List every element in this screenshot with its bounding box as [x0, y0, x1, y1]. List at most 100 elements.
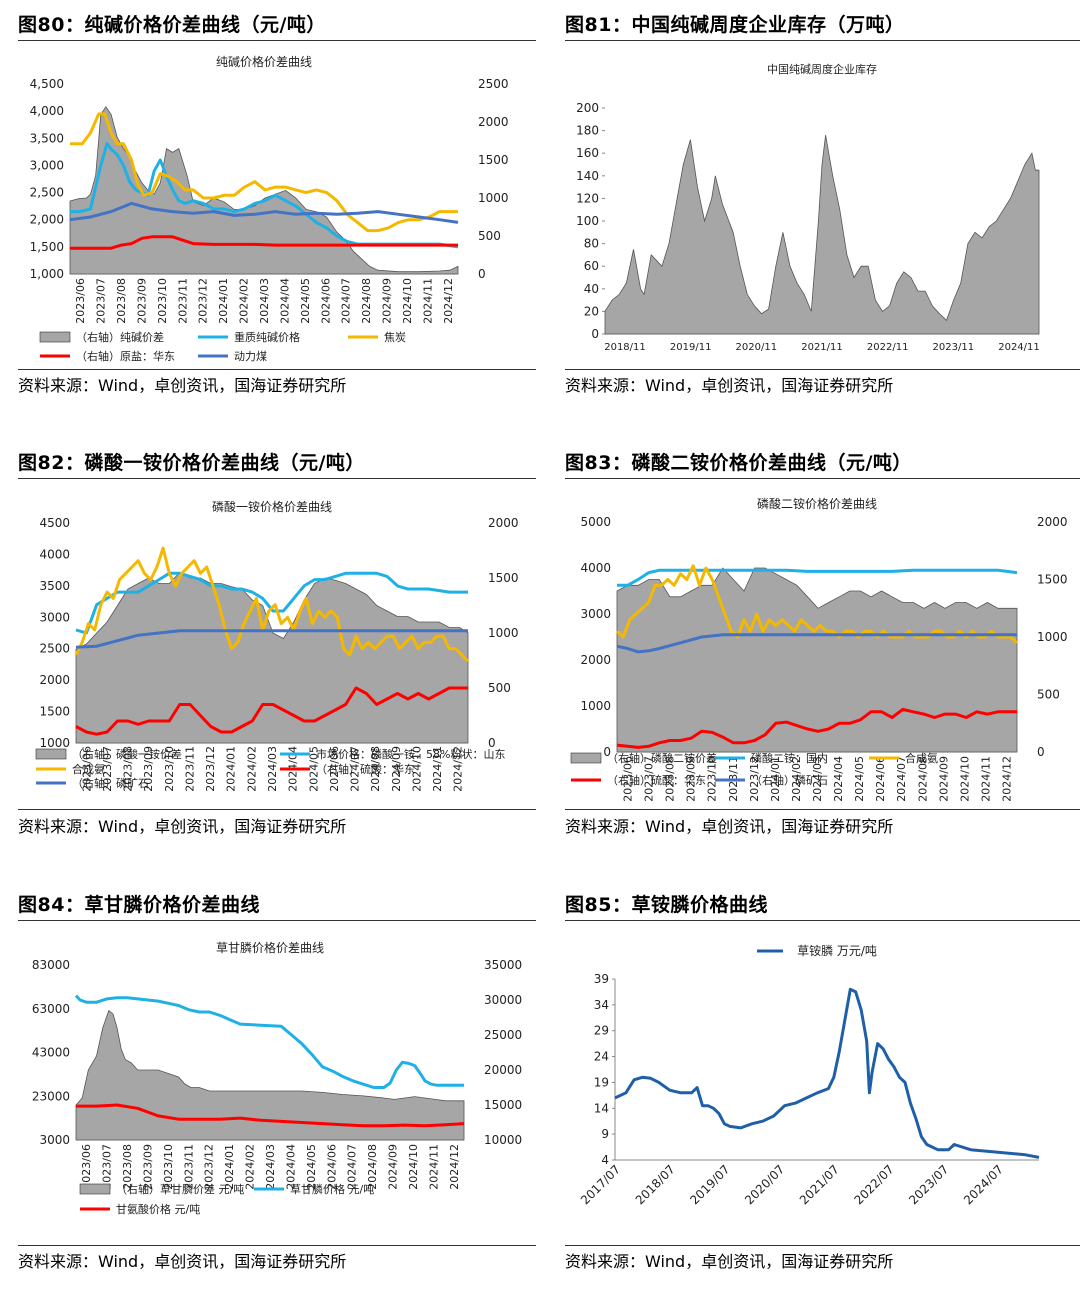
y-tick-label: 5000 — [580, 515, 611, 529]
line-series — [70, 142, 459, 249]
x-tick-label: 2024/11 — [979, 756, 992, 802]
y-tick-label: 3,000 — [30, 158, 64, 172]
x-tick-label: 2023/09 — [685, 756, 698, 802]
x-tick-label: 2024/06 — [325, 1144, 338, 1190]
x-tick-label: 2024/08 — [360, 278, 373, 324]
divider — [565, 478, 1080, 479]
legend-label: （右轴）硫酸：华东 — [607, 773, 706, 787]
x-tick-label: 2024/06 — [874, 756, 887, 802]
x-tick-label: 2017/07 — [578, 1162, 623, 1207]
legend-label: （右轴）原盐：华东 — [76, 349, 175, 363]
divider — [18, 369, 536, 370]
chart-title: 磷酸二铵价格价差曲线 — [757, 496, 877, 511]
x-tick-label: 2024/05 — [299, 278, 312, 324]
line-series — [616, 707, 1017, 749]
y-tick-label: 19 — [594, 1075, 609, 1089]
figure-caption: 图85：草铵膦价格曲线 — [565, 894, 768, 916]
y-tick-label: 1000 — [580, 699, 611, 713]
y-tick-label: 0 — [591, 327, 599, 341]
x-tick-label: 2019/11 — [670, 342, 712, 353]
y-tick-label: 2,000 — [30, 213, 64, 227]
line-series — [75, 571, 468, 635]
x-tick-label: 2023/08 — [122, 746, 135, 792]
legend-label: （右轴）磷酸二铵价差 — [607, 751, 717, 765]
x-tick-label: 2024/07 — [961, 1162, 1006, 1207]
figure-caption: 图80：纯碱价格价差曲线（元/吨） — [18, 14, 326, 36]
divider — [18, 809, 536, 810]
chart-c81: 中国纯碱周度企业库存200180160140120100806040200201… — [576, 62, 1040, 353]
y2-tick-label: 15000 — [484, 1098, 522, 1112]
x-tick-label: 2020/07 — [742, 1162, 787, 1207]
x-tick-label: 2024/02 — [244, 1144, 257, 1190]
legend-label: 焦炭 — [384, 331, 406, 344]
area-series — [75, 1009, 465, 1141]
x-tick-label: 2024/05 — [853, 756, 866, 802]
y-tick-label: 2000 — [580, 653, 611, 667]
y2-tick-label: 2000 — [1037, 515, 1068, 529]
line-series — [614, 987, 1040, 1159]
y2-tick-label: 30000 — [484, 993, 522, 1007]
x-tick-label: 2024/02 — [245, 746, 258, 792]
x-tick-label: 2023/07 — [906, 1162, 951, 1207]
y-tick-label: 3500 — [39, 579, 70, 593]
x-tick-label: 2024/11 — [431, 746, 444, 792]
divider — [18, 40, 536, 41]
y2-tick-label: 500 — [478, 229, 501, 243]
y-tick-label: 2,500 — [30, 186, 64, 200]
divider — [565, 1245, 1080, 1246]
divider — [18, 478, 536, 479]
line-series — [617, 568, 1018, 587]
y-tick-label: 43000 — [32, 1046, 70, 1060]
y-tick-label: 1000 — [39, 736, 70, 750]
x-tick-label: 2023/11 — [176, 278, 189, 324]
figure-caption: 图81：中国纯碱周度企业库存（万吨） — [565, 14, 905, 36]
x-tick-label: 2024/07 — [340, 278, 353, 324]
x-tick-label: 2024/08 — [916, 756, 929, 802]
area-series — [616, 567, 1018, 753]
x-tick-label: 2024/01 — [217, 278, 230, 324]
divider — [18, 1245, 536, 1246]
y-tick-label: 4,000 — [30, 104, 64, 118]
y-tick-label: 63000 — [32, 1002, 70, 1016]
x-tick-label: 2024/05 — [307, 746, 320, 792]
y-tick-label: 180 — [576, 124, 599, 138]
x-tick-label: 2023/11 — [183, 746, 196, 792]
y2-tick-label: 0 — [488, 736, 496, 750]
y2-tick-label: 1000 — [478, 191, 509, 205]
y2-tick-label: 1500 — [478, 153, 509, 167]
x-tick-label: 2024/10 — [407, 1144, 420, 1190]
x-tick-label: 2024/09 — [937, 756, 950, 802]
x-tick-label: 2023/07 — [643, 756, 656, 802]
x-tick-label: 2023/12 — [197, 278, 210, 324]
x-tick-label: 2023/07 — [101, 1144, 114, 1190]
x-tick-label: 2024/04 — [284, 1144, 297, 1190]
x-tick-label: 2023/10 — [156, 278, 169, 324]
chart-title: 纯碱价格价差曲线 — [216, 54, 312, 69]
y-tick-label: 34 — [594, 998, 609, 1012]
x-tick-label: 2024/10 — [410, 746, 423, 792]
legend-label: （右轴）草甘膦价差 元/吨 — [116, 1182, 244, 1196]
x-tick-label: 2024/07 — [895, 756, 908, 802]
legend-label: （右轴）纯碱价差 — [76, 330, 164, 344]
y-tick-label: 4500 — [39, 516, 70, 530]
x-tick-label: 2024/08 — [369, 746, 382, 792]
x-tick-label: 2023/10 — [706, 756, 719, 802]
x-tick-label: 2023/09 — [135, 278, 148, 324]
area-series — [75, 572, 469, 744]
y-tick-label: 3,500 — [30, 131, 64, 145]
y-tick-label: 2000 — [39, 673, 70, 687]
chart-title: 草甘膦价格价差曲线 — [216, 940, 324, 955]
legend-label: （右轴）硫酸：华东 — [316, 762, 415, 776]
y2-tick-label: 0 — [1037, 745, 1045, 759]
x-tick-label: 2023/06 — [80, 746, 93, 792]
area-series — [604, 135, 1040, 335]
x-tick-label: 2023/11 — [933, 342, 975, 353]
x-tick-label: 2023/06 — [622, 756, 635, 802]
y-tick-label: 3000 — [39, 1133, 70, 1147]
y2-tick-label: 500 — [488, 681, 511, 695]
x-tick-label: 2022/11 — [867, 342, 909, 353]
y2-tick-label: 1500 — [488, 571, 519, 585]
x-tick-label: 2023/08 — [121, 1144, 134, 1190]
x-tick-label: 2024/03 — [266, 746, 279, 792]
